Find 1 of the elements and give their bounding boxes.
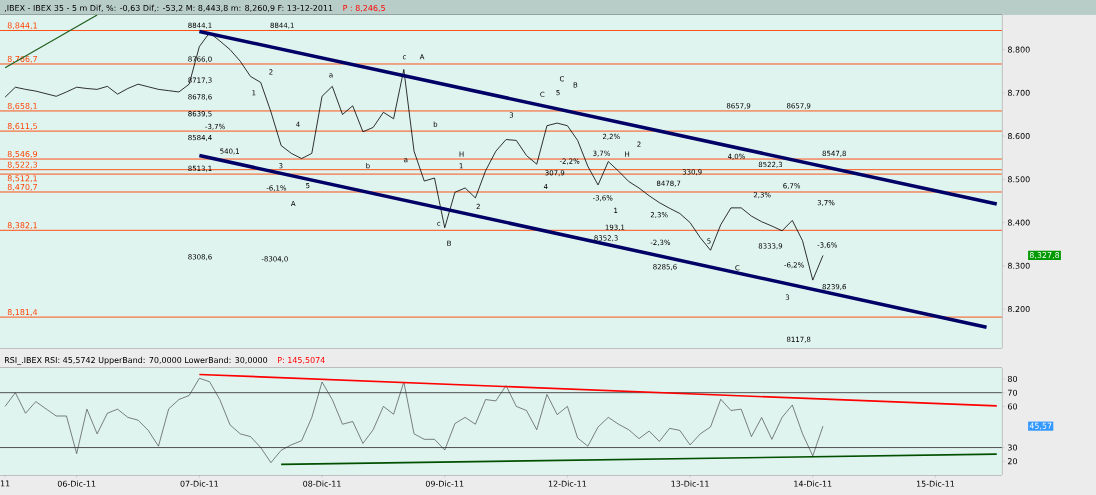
line-series: [4, 377, 824, 463]
